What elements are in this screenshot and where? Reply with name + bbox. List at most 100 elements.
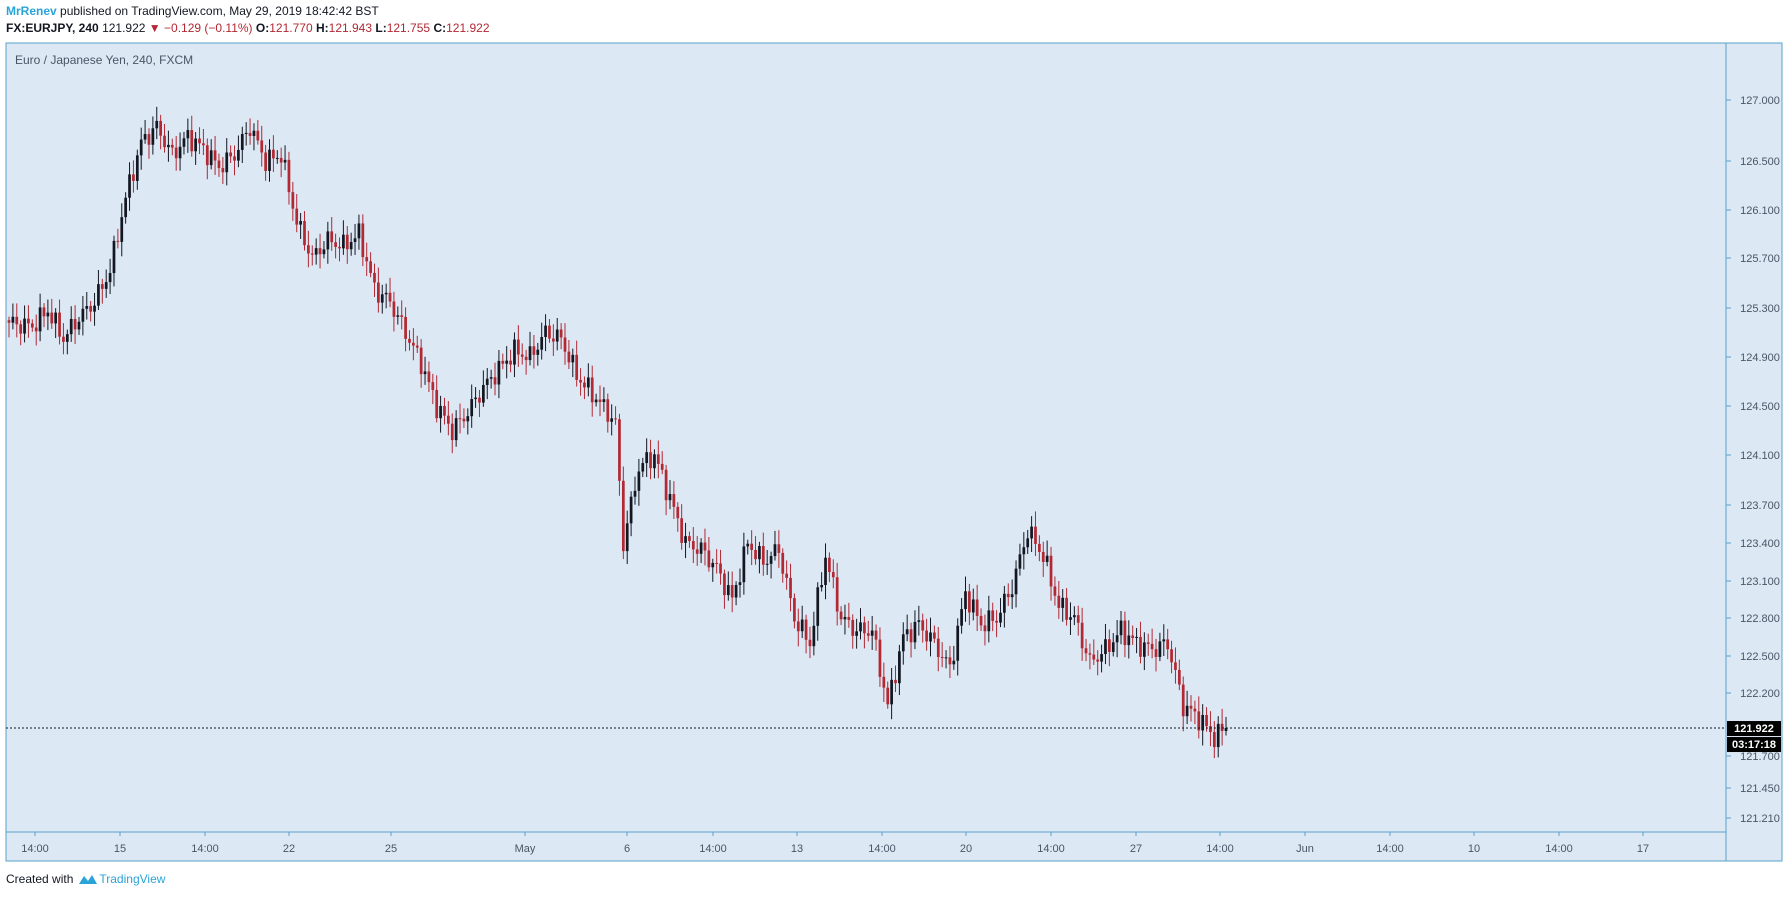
candle-body	[439, 405, 442, 419]
candle-body	[1080, 622, 1084, 649]
candle-body	[322, 249, 326, 255]
chart-pane[interactable]	[5, 42, 1727, 833]
candle-body	[419, 347, 423, 375]
candle-body	[128, 174, 131, 198]
candle-body	[139, 139, 143, 156]
publish-header: MrRenev published on TradingView.com, Ma…	[6, 4, 379, 18]
candle-body	[314, 248, 318, 255]
y-tick-label: 122.500	[1740, 651, 1780, 663]
candle-body	[1088, 653, 1092, 655]
candle-body	[828, 557, 831, 573]
x-tick-label: 6	[624, 843, 630, 855]
candle-body	[633, 490, 637, 497]
candle-body	[509, 360, 512, 365]
candle-body	[548, 325, 551, 339]
candle-body	[42, 307, 46, 317]
candle-body	[960, 609, 963, 626]
candle-body	[54, 312, 58, 324]
x-tick-label: 17	[1637, 843, 1649, 855]
candle-body	[485, 378, 489, 385]
candle-body	[303, 221, 306, 246]
candle-body	[104, 282, 108, 289]
x-tick-label: 10	[1468, 843, 1480, 855]
candle-body	[112, 240, 116, 274]
candle-body	[979, 615, 983, 626]
candle-body	[198, 138, 201, 144]
candle-body	[1174, 662, 1177, 670]
tradingview-cloud-icon	[79, 875, 98, 884]
candle-body	[240, 133, 244, 150]
candle-body	[380, 294, 384, 303]
candles	[7, 106, 1228, 759]
candle-body	[905, 629, 909, 635]
candle-body	[563, 337, 567, 352]
candle-body	[458, 418, 462, 420]
time-axis[interactable]	[5, 831, 1727, 862]
candle-body	[583, 382, 586, 388]
author-link[interactable]: MrRenev	[6, 4, 57, 18]
candle-body	[478, 397, 481, 403]
candle-body	[579, 379, 582, 383]
candle-body	[93, 305, 96, 312]
candle-body	[940, 656, 944, 658]
candle-body	[15, 316, 19, 325]
candle-body	[1197, 711, 1201, 731]
candle-body	[202, 143, 205, 146]
candle-body	[769, 556, 773, 564]
candle-body	[793, 598, 796, 622]
y-tick-label: 122.800	[1740, 613, 1780, 625]
x-tick-label: 14:00	[1037, 843, 1065, 855]
x-tick-label: 14:00	[191, 843, 219, 855]
candle-body	[307, 245, 310, 254]
candle-body	[431, 382, 435, 390]
candle-body	[645, 452, 649, 464]
x-tick-label: 20	[960, 843, 972, 855]
candle-body	[497, 360, 501, 385]
candle-body	[342, 234, 345, 249]
candle-body	[365, 257, 369, 262]
candle-body	[956, 625, 960, 661]
candle-body	[1018, 554, 1022, 569]
candle-body	[1053, 586, 1057, 596]
x-tick-label: 25	[385, 843, 397, 855]
symbol-label[interactable]: FX:EURJPY, 240	[6, 21, 99, 35]
candle-body	[777, 544, 781, 553]
candle-body	[85, 306, 89, 309]
candle-body	[38, 307, 42, 332]
candle-body	[1209, 726, 1212, 733]
candle-body	[1127, 635, 1131, 646]
candle-body	[575, 354, 579, 380]
candle-body	[1154, 649, 1158, 657]
candle-body	[357, 223, 361, 239]
candle-body	[120, 217, 124, 242]
x-axis-ticks: 14:00 15 14:00 22 25 May 6 14:00 13 14:00 20 14:00 2…	[21, 832, 1649, 855]
candle-body	[361, 223, 365, 258]
candle-body	[256, 130, 260, 141]
candle-body	[971, 599, 975, 613]
candle-body	[190, 130, 194, 152]
candle-body	[738, 582, 742, 585]
candle-body	[917, 620, 921, 622]
candle-body	[1014, 568, 1018, 595]
candle-body	[944, 657, 948, 659]
close-label: C:	[433, 21, 447, 35]
candle-body	[1205, 714, 1208, 727]
candle-body	[334, 242, 337, 247]
candle-body	[839, 611, 843, 620]
tradingview-logo[interactable]: TradingView	[77, 872, 165, 886]
candle-body	[283, 159, 287, 163]
candle-body	[77, 321, 81, 330]
candle-body	[369, 261, 372, 273]
change-value: −0.129 (−0.11%)	[164, 21, 253, 35]
candle-body	[46, 312, 50, 317]
candle-body	[19, 324, 23, 334]
candle-body	[711, 562, 715, 568]
candle-body	[812, 625, 816, 647]
candle-body	[252, 130, 256, 136]
candle-body	[520, 354, 524, 357]
candle-body	[707, 550, 711, 568]
candle-body	[1096, 659, 1100, 662]
candle-body	[1150, 643, 1154, 650]
candle-body	[571, 354, 575, 363]
